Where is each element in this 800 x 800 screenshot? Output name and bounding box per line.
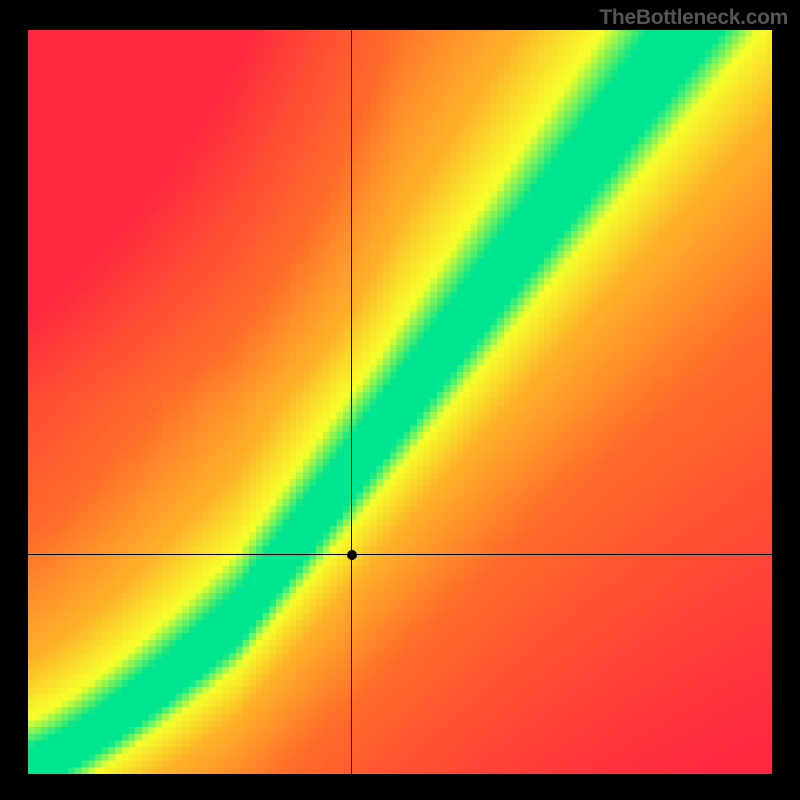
chart-container: TheBottleneck.com [0, 0, 800, 800]
marker-point [347, 550, 357, 560]
crosshair-vertical [351, 30, 352, 774]
crosshair-horizontal [28, 554, 772, 555]
plot-area [28, 30, 772, 774]
watermark-text: TheBottleneck.com [599, 6, 788, 30]
heatmap-canvas [28, 30, 772, 774]
